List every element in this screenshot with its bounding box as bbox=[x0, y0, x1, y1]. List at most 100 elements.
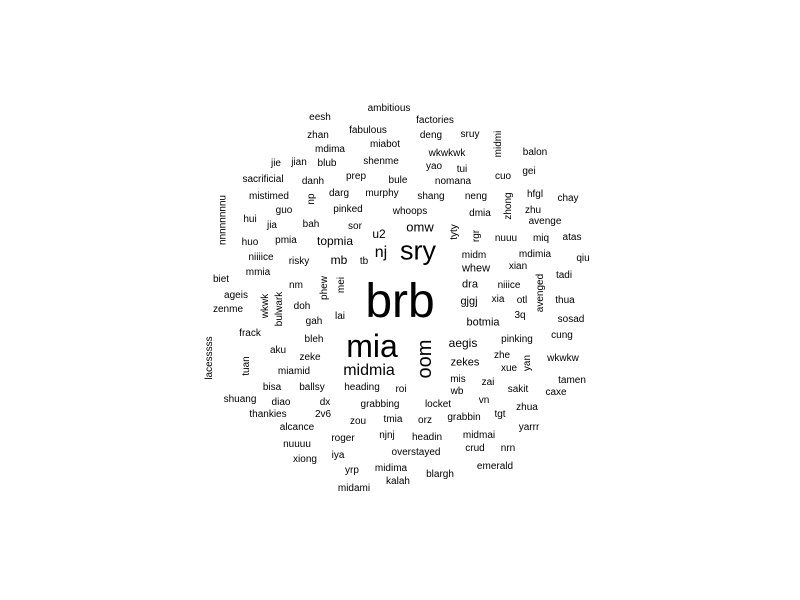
word-atas: atas bbox=[562, 232, 582, 243]
word-xia: xia bbox=[491, 294, 505, 305]
word-risky: risky bbox=[288, 256, 310, 267]
word-pinked: pinked bbox=[333, 204, 363, 215]
word-midami: midami bbox=[337, 483, 371, 494]
word-yao: yao bbox=[425, 161, 443, 172]
word-prep: prep bbox=[345, 171, 367, 182]
word-sakit: sakit bbox=[507, 384, 529, 395]
word-heading: heading bbox=[344, 382, 380, 393]
word-nomana: nomana bbox=[434, 176, 472, 187]
word-njnj: njnj bbox=[379, 430, 395, 441]
word-zhan: zhan bbox=[307, 130, 329, 141]
word-emerald: emerald bbox=[476, 461, 514, 472]
word-midmia: midmia bbox=[343, 362, 395, 379]
word-omw: omw bbox=[406, 219, 434, 235]
word-yrp: yrp bbox=[345, 465, 359, 476]
word-otl: otl bbox=[516, 295, 528, 306]
word-huo: huo bbox=[241, 237, 259, 248]
word-wkwk: wkwk bbox=[260, 293, 271, 319]
word-cung: cung bbox=[551, 330, 573, 341]
word-np: np bbox=[306, 193, 317, 205]
word-u2: u2 bbox=[372, 227, 386, 241]
word-zenme: zenme bbox=[212, 304, 244, 315]
word-zeke: zeke bbox=[299, 352, 321, 363]
word-mmia: mmia bbox=[245, 267, 271, 278]
word-mia: mia bbox=[346, 328, 398, 364]
word-grabbing: grabbing bbox=[360, 399, 400, 410]
word-tmia: tmia bbox=[383, 414, 403, 425]
word-zekes: zekes bbox=[450, 356, 480, 369]
word-deng: deng bbox=[419, 130, 443, 141]
word-alcance: alcance bbox=[279, 422, 315, 433]
word-xue: xue bbox=[500, 363, 518, 374]
word-hui: hui bbox=[243, 214, 257, 225]
word-tgt: tgt bbox=[494, 409, 506, 420]
word-xiong: xiong bbox=[293, 454, 317, 465]
word-3q: 3q bbox=[514, 310, 526, 321]
word-xian: xian bbox=[508, 261, 528, 272]
word-roger: roger bbox=[331, 433, 355, 444]
word-mb: mb bbox=[330, 253, 348, 267]
word-factories: factories bbox=[416, 115, 454, 126]
word-nuuu: nuuu bbox=[494, 233, 518, 244]
word-oom: oom bbox=[414, 339, 436, 379]
word-ageis: ageis bbox=[224, 290, 248, 301]
word-pmia: pmia bbox=[275, 235, 297, 246]
word-cuo: cuo bbox=[494, 171, 512, 182]
word-aku: aku bbox=[269, 345, 287, 356]
word-brb: brb bbox=[365, 275, 435, 328]
word-midmai: midmai bbox=[462, 430, 496, 441]
word-biet: biet bbox=[212, 274, 230, 285]
word-botmia: botmia bbox=[466, 316, 500, 329]
word-nm: nm bbox=[289, 280, 303, 291]
word-lacesssss: lacesssss bbox=[204, 336, 215, 380]
word-shenme: shenme bbox=[363, 156, 399, 167]
word-avenged: avenged bbox=[535, 273, 546, 313]
word-dmia: dmia bbox=[469, 208, 491, 219]
word-roi: roi bbox=[395, 384, 407, 395]
word-zhu: zhu bbox=[524, 205, 542, 216]
word-dx: dx bbox=[319, 397, 331, 408]
word-wkwkwk: wkwkwk bbox=[428, 148, 466, 159]
word-tamen: tamen bbox=[558, 375, 586, 386]
word-blargh: blargh bbox=[426, 469, 454, 480]
word-locket: locket bbox=[424, 399, 452, 410]
word-mis: mis bbox=[450, 374, 466, 385]
word-wb: wb bbox=[450, 386, 464, 397]
word-bulwark: bulwark bbox=[274, 291, 285, 327]
word-nuuuu: nuuuu bbox=[283, 439, 311, 450]
word-neng: neng bbox=[464, 191, 488, 202]
word-zhua: zhua bbox=[516, 402, 538, 413]
word-overstayed: overstayed bbox=[391, 447, 441, 458]
word-niiice: niiice bbox=[497, 280, 521, 291]
word-fabulous: fabulous bbox=[349, 125, 387, 136]
word-caxe: caxe bbox=[545, 387, 567, 398]
word-jian: jian bbox=[291, 157, 307, 168]
word-sruy: sruy bbox=[460, 129, 480, 140]
word-gah: gah bbox=[305, 316, 323, 327]
word-thua: thua bbox=[555, 295, 575, 306]
word-jie: jie bbox=[270, 158, 282, 169]
word-shang: shang bbox=[417, 191, 445, 202]
word-whoops: whoops bbox=[392, 206, 428, 217]
word-topmia: topmia bbox=[316, 234, 354, 248]
word-aegis: aegis bbox=[448, 336, 478, 350]
word-bisa: bisa bbox=[262, 382, 282, 393]
word-danh: danh bbox=[301, 176, 325, 187]
word-nj: nj bbox=[374, 244, 388, 261]
word-iya: iya bbox=[331, 450, 345, 461]
word-dra: dra bbox=[462, 278, 478, 291]
word-tuan: tuan bbox=[241, 356, 252, 376]
word-murphy: murphy bbox=[365, 188, 399, 199]
word-mdimia: mdimia bbox=[518, 249, 552, 260]
word-blub: blub bbox=[317, 158, 337, 169]
word-headin: headin bbox=[411, 432, 443, 443]
word-sor: sor bbox=[348, 221, 362, 232]
word-wkwkw: wkwkw bbox=[547, 353, 579, 364]
word-gjgj: gjgj bbox=[460, 295, 478, 308]
word-shuang: shuang bbox=[223, 394, 257, 405]
word-grabbin: grabbin bbox=[447, 412, 481, 423]
word-midima: midima bbox=[374, 463, 408, 474]
word-ambitious: ambitious bbox=[367, 103, 411, 114]
word-eesh: eesh bbox=[309, 112, 331, 123]
